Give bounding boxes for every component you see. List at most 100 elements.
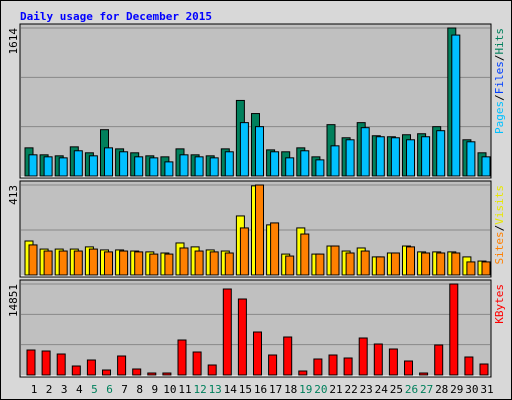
x-tick-label: 8 xyxy=(136,383,143,396)
bar xyxy=(406,139,415,177)
bar xyxy=(466,141,476,177)
x-tick-label: 2 xyxy=(46,383,53,396)
bar xyxy=(147,372,157,376)
x-tick-label: 4 xyxy=(76,383,83,396)
bar xyxy=(270,151,280,177)
bar xyxy=(56,353,66,376)
bar xyxy=(239,122,249,177)
legend-separator: / xyxy=(493,55,506,62)
bar xyxy=(41,350,51,376)
x-tick-label: 1 xyxy=(31,383,38,396)
bar xyxy=(300,233,310,276)
bar xyxy=(149,157,159,177)
bar xyxy=(390,252,400,276)
x-tick-label: 29 xyxy=(450,383,463,396)
bar xyxy=(149,253,159,276)
x-tick-label: 3 xyxy=(61,383,68,396)
y-tick-label: 413 xyxy=(7,185,20,205)
bar xyxy=(315,253,325,276)
legend-entry: Visits xyxy=(493,185,506,225)
bar xyxy=(88,248,98,276)
bar xyxy=(104,251,113,276)
bar xyxy=(268,354,278,376)
bar xyxy=(283,336,293,376)
bar xyxy=(330,245,340,276)
bar xyxy=(88,155,98,177)
x-tick-label: 12 xyxy=(193,383,206,396)
bar xyxy=(71,365,81,376)
x-tick-label: 20 xyxy=(314,383,327,396)
bar xyxy=(102,369,111,376)
y-tick-label: 14851 xyxy=(7,284,20,317)
bar xyxy=(224,252,234,276)
bar xyxy=(434,344,444,376)
legend-entry: Files xyxy=(493,61,506,94)
bar xyxy=(345,252,355,276)
x-tick-label: 9 xyxy=(151,383,158,396)
bar xyxy=(58,157,68,177)
bar xyxy=(298,370,308,376)
x-tick-label: 30 xyxy=(465,383,478,396)
bar xyxy=(436,252,446,276)
bar xyxy=(73,250,83,276)
bar xyxy=(43,156,53,177)
bar xyxy=(239,227,249,276)
x-tick-label: 10 xyxy=(163,383,176,396)
x-tick-label: 22 xyxy=(344,383,357,396)
legend-entry: Hits xyxy=(493,28,506,55)
x-tick-label: 16 xyxy=(254,383,267,396)
x-tick-label: 14 xyxy=(224,383,238,396)
x-tick-label: 24 xyxy=(375,383,389,396)
bar xyxy=(313,358,323,376)
bar xyxy=(358,337,368,376)
legend-entry: Pages xyxy=(493,101,506,134)
legend: Sites/Visits xyxy=(493,185,506,265)
bar xyxy=(466,261,476,276)
bar xyxy=(224,151,234,177)
bar xyxy=(179,247,189,276)
x-tick-label: 23 xyxy=(360,383,373,396)
bar xyxy=(375,136,385,177)
x-tick-label: 6 xyxy=(106,383,113,396)
bar xyxy=(481,261,491,276)
bar xyxy=(360,127,370,177)
bar xyxy=(255,184,264,276)
bar xyxy=(406,246,415,276)
bar xyxy=(209,251,219,276)
bar xyxy=(421,136,431,177)
bar xyxy=(270,222,280,276)
bar xyxy=(43,250,53,276)
x-tick-label: 19 xyxy=(299,383,312,396)
x-tick-label: 15 xyxy=(239,383,252,396)
y-tick-label: 1614 xyxy=(7,28,20,55)
bar xyxy=(285,157,295,177)
legend: Pages/Files/Hits xyxy=(493,28,506,134)
bar xyxy=(436,130,446,177)
x-tick-label: 31 xyxy=(480,383,493,396)
x-tick-label: 11 xyxy=(178,383,191,396)
bar xyxy=(104,147,113,177)
bar xyxy=(328,354,338,376)
x-tick-label: 7 xyxy=(121,383,128,396)
x-tick-label: 13 xyxy=(209,383,222,396)
bar xyxy=(86,359,96,376)
x-tick-label: 27 xyxy=(420,383,433,396)
bar xyxy=(237,298,247,376)
bar xyxy=(421,252,431,276)
bar xyxy=(404,360,413,376)
bar xyxy=(119,250,129,276)
x-tick-label: 18 xyxy=(284,383,297,396)
bar xyxy=(253,331,262,376)
bar xyxy=(73,150,83,177)
bar xyxy=(58,250,68,276)
bar xyxy=(464,356,474,376)
chart-title: Daily usage for December 2015 xyxy=(20,10,212,23)
legend-entry: Sites xyxy=(493,231,506,264)
bar xyxy=(132,368,142,376)
legend-separator: / xyxy=(493,225,506,232)
bar xyxy=(373,343,383,376)
bar xyxy=(28,154,38,177)
legend-separator: / xyxy=(493,94,506,101)
bar xyxy=(26,349,36,376)
